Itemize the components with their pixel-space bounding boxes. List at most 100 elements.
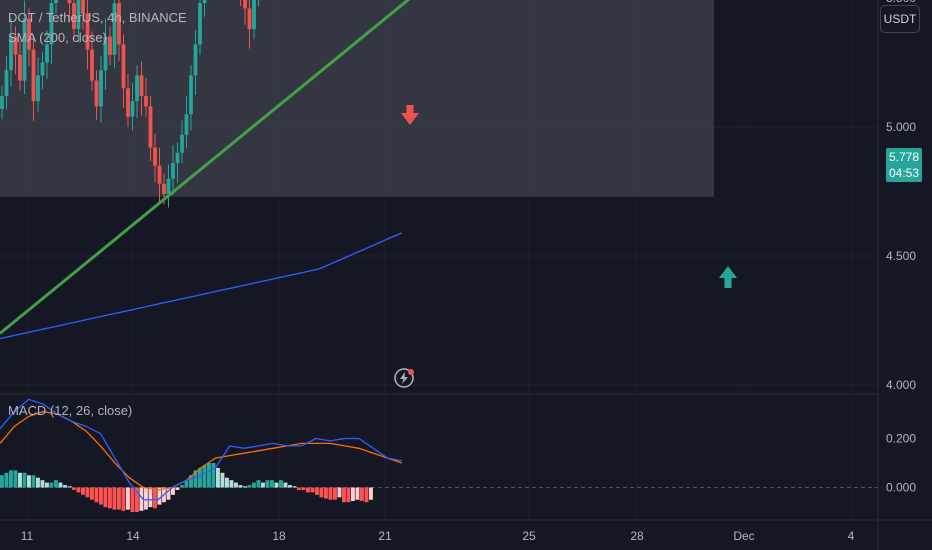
macd-histogram-bar (45, 482, 49, 488)
macd-histogram-bar (211, 463, 216, 488)
macd-histogram-bar (49, 482, 54, 488)
macd-histogram-bar (292, 486, 297, 488)
candle-body (94, 80, 99, 107)
macd-histogram-bar (85, 487, 90, 498)
bar-countdown: 04:53 (888, 166, 920, 180)
macd-histogram-bar (229, 480, 234, 488)
candle-body (139, 75, 144, 97)
candle-body (9, 36, 13, 71)
macd-histogram-bar (121, 487, 126, 511)
candle-body (85, 13, 90, 50)
candle-body (198, 3, 202, 45)
macd-histogram-bar (351, 487, 355, 501)
candle-body (189, 75, 193, 115)
macd-histogram-bar (72, 487, 76, 490)
macd-histogram-bar (225, 477, 229, 488)
time-tick-label: 11 (21, 529, 34, 543)
macd-histogram-bar (243, 486, 247, 488)
macd-histogram-bar (0, 475, 4, 488)
macd-histogram-bar (189, 475, 193, 488)
macd-histogram-bar (256, 480, 261, 488)
macd-histogram-bar (220, 472, 225, 488)
candle-body (4, 70, 9, 97)
arrow-up-icon (719, 266, 737, 288)
symbol-title[interactable]: DOT / TetherUS, 4h, BINANCE (8, 10, 187, 25)
macd-histogram-bar (355, 487, 360, 500)
candle-body (90, 49, 94, 81)
macd-histogram-bar (175, 487, 180, 490)
candle-body (144, 96, 148, 107)
macd-histogram-bar (94, 487, 99, 503)
sma-indicator-label[interactable]: SMA (200, close) (8, 30, 107, 45)
price-tick-label: 4.000 (886, 378, 916, 392)
macd-histogram-bar (252, 482, 256, 488)
macd-histogram-bar (36, 477, 40, 488)
candle-body (175, 152, 180, 164)
macd-histogram-bar (90, 487, 94, 500)
macd-histogram-bar (324, 487, 328, 499)
time-tick-label: 21 (378, 529, 392, 543)
time-tick-label: 28 (630, 529, 644, 543)
macd-histogram-bar (207, 463, 211, 488)
candle-body (252, 0, 256, 29)
candle-body (202, 0, 207, 4)
macd-histogram-bar (234, 482, 238, 488)
candle-body (162, 183, 166, 195)
macd-histogram-bar (54, 480, 58, 488)
lower-trendline (0, 0, 411, 335)
last-price-label: 5.778 04:53 (886, 148, 922, 182)
candle-body (184, 114, 189, 135)
macd-histogram-bar (360, 487, 364, 501)
macd-histogram-bar (81, 487, 85, 495)
price-tick-label: 5.000 (886, 120, 916, 134)
candle-body (54, 0, 58, 4)
candle-body (148, 106, 153, 148)
time-tick-label: Dec (733, 529, 754, 543)
macd-histogram-bar (342, 487, 346, 503)
candle-body (108, 36, 112, 55)
macd-histogram-bar (130, 487, 135, 512)
macd-histogram-bar (193, 470, 198, 488)
macd-histogram-bar (58, 482, 63, 488)
price-tick-label: 5.500 (886, 0, 916, 5)
candle-body (99, 70, 103, 107)
macd-histogram-bar (148, 487, 153, 508)
macd-histogram-bar (139, 487, 144, 511)
candle-body (0, 96, 4, 109)
macd-indicator-label[interactable]: MACD (12, 26, close) (8, 403, 133, 418)
macd-histogram-bar (301, 487, 306, 490)
candle-body (180, 134, 184, 153)
candle-body (121, 44, 126, 89)
macd-histogram-bar (216, 467, 220, 488)
candle-body (112, 3, 117, 55)
macd-histogram-bar (270, 480, 274, 488)
macd-histogram-bar (261, 482, 265, 488)
macd-histogram-bar (40, 480, 45, 488)
macd-histogram-bar (9, 470, 13, 488)
candle-body (166, 178, 171, 195)
candle-body (36, 75, 40, 102)
lightning-icon[interactable] (394, 368, 414, 388)
candle-body (40, 62, 45, 76)
candle-body (157, 165, 162, 184)
currency-button[interactable]: USDT (880, 5, 920, 33)
macd-histogram-bar (153, 487, 157, 509)
macd-histogram-bar (180, 485, 184, 488)
candle-body (67, 0, 72, 4)
macd-histogram-bar (364, 487, 369, 503)
range-zone (0, 0, 714, 197)
macd-histogram-bar (198, 467, 202, 488)
candle-body (18, 54, 22, 81)
macd-histogram-bar (13, 470, 18, 488)
candle-body (135, 75, 139, 102)
candle-body (130, 101, 135, 117)
last-price-value: 5.778 (888, 150, 920, 164)
macd-histogram-bar (288, 485, 292, 488)
macd-histogram-bar (247, 485, 252, 488)
macd-histogram-bar (157, 487, 162, 505)
macd-histogram-bar (63, 485, 67, 488)
candle-body (153, 147, 157, 166)
candle-body (72, 3, 76, 29)
